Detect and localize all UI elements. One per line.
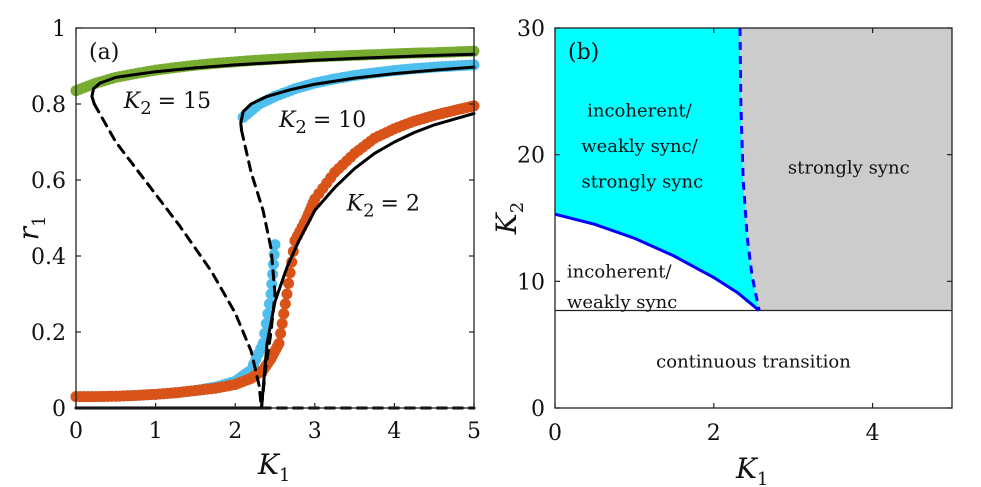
data-point	[281, 288, 293, 300]
data-point	[273, 337, 285, 349]
panel-b-frame	[554, 27, 953, 409]
annotation-k2-15: K2 = 15	[123, 89, 211, 119]
x-tick-label: 4	[866, 421, 880, 446]
region-bistable-label: incoherent/ weakly sync/ strongly sync	[581, 101, 703, 193]
panel-a-frame	[75, 27, 475, 409]
x-tick-label: 4	[387, 419, 401, 444]
y-tick-label: 0.2	[31, 321, 66, 346]
lower-boundary-line	[554, 212, 761, 312]
x-tick-label: 0	[69, 419, 83, 444]
x-tick-label: 2	[707, 421, 721, 446]
bistable-region	[555, 28, 760, 311]
region-weak-label: incoherent/ weakly sync	[567, 262, 677, 313]
strongly-sync-region	[740, 28, 952, 311]
x-tick-label: 5	[467, 419, 481, 444]
panel-b-chart: 0 2 4 0 10 20 30 (b) incoherent/ weakly sync/ …	[490, 17, 953, 487]
annotation-k2-2: K2 = 2	[346, 191, 420, 221]
panel-a-chart: 0 1 2 3 4 5 0 0.2 0.4 0.6 0.8 1 (a) K2 = 15 K2 = 10 K…	[12, 17, 481, 486]
data-point	[283, 277, 295, 289]
y-tick-label: 20	[517, 144, 545, 169]
panel-a-ylabel: r1	[12, 216, 50, 241]
series-2-markers	[70, 100, 480, 403]
panel-b-xlabel: K1	[735, 452, 768, 487]
data-point	[278, 308, 290, 320]
panel-b-ylabel: K2	[490, 202, 528, 235]
upper-boundary-line	[738, 27, 761, 311]
y-tick-label: 0	[531, 397, 545, 422]
y-tick-label: 0.8	[31, 93, 66, 118]
panel-b-marks	[554, 27, 952, 312]
y-tick-label: 0	[52, 397, 66, 422]
region-continuous-label: continuous transition	[656, 351, 851, 372]
y-tick-label: 0.6	[31, 169, 66, 194]
data-point	[276, 318, 288, 330]
x-tick-label: 1	[149, 419, 163, 444]
y-tick-label: 30	[517, 17, 545, 42]
panel-b-label: (b)	[568, 40, 599, 65]
y-tick-label: 10	[517, 270, 545, 295]
series-4-dashed-line	[92, 102, 263, 410]
series-7-solid-line	[259, 112, 476, 410]
region-strong-label: strongly sync	[788, 158, 910, 179]
annotation-k2-10: K2 = 10	[278, 108, 366, 138]
data-point	[279, 298, 291, 310]
x-tick-label: 3	[308, 419, 322, 444]
data-point	[275, 328, 287, 340]
x-tick-label: 0	[548, 421, 562, 446]
panel-a-label: (a)	[89, 40, 119, 65]
data-point	[262, 308, 274, 320]
y-tick-label: 1	[52, 17, 66, 42]
x-tick-label: 2	[228, 419, 242, 444]
y-tick-label: 0.4	[31, 245, 66, 270]
panel-b-ticks: 0 2 4 0 10 20 30	[517, 17, 952, 446]
panel-a-ticks: 0 1 2 3 4 5 0 0.2 0.4 0.6 0.8 1	[31, 17, 481, 444]
series-6-dashed-line	[240, 129, 277, 410]
panel-a-marks	[70, 45, 480, 410]
panel-a-xlabel: K1	[257, 448, 290, 486]
series-5-solid-line	[239, 65, 476, 133]
series-3-solid-line	[90, 52, 476, 106]
